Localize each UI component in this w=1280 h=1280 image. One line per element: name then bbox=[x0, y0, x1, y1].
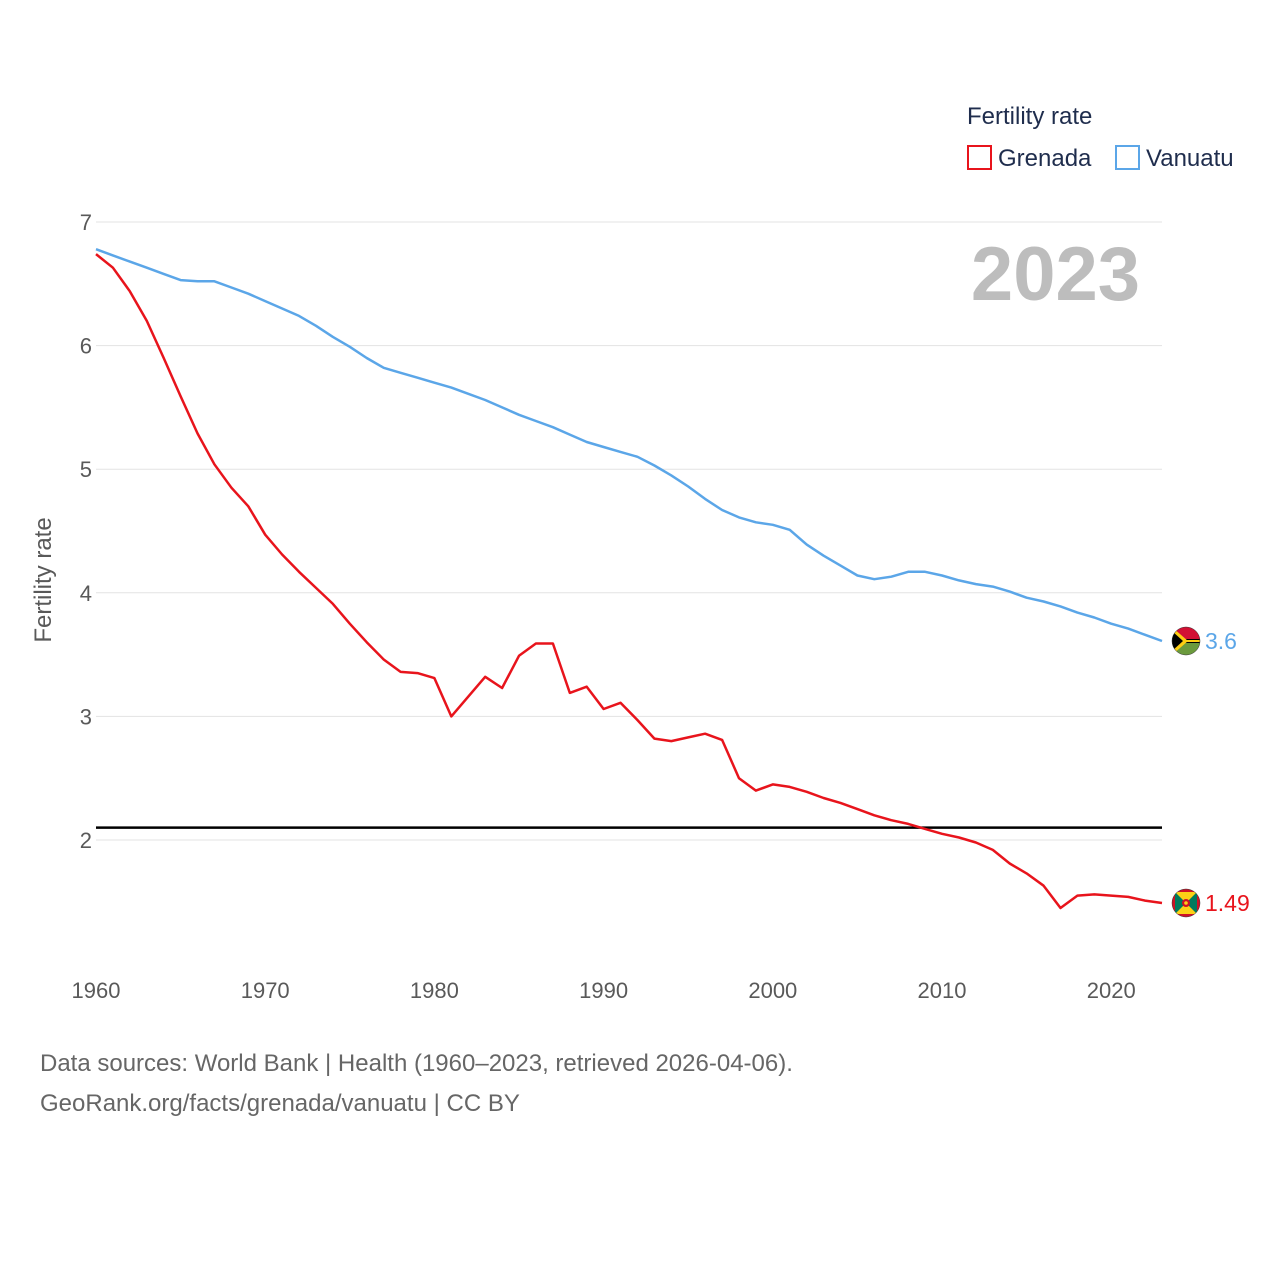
y-axis-label: Fertility rate bbox=[30, 517, 57, 642]
end-label-vanuatu: 3.6 bbox=[1205, 628, 1237, 654]
x-axis-ticks: 1960 1970 1980 1990 2000 2010 2020 bbox=[72, 978, 1136, 1003]
series-line-grenada bbox=[95, 253, 1163, 910]
legend-item-vanuatu[interactable]: Vanuatu bbox=[1115, 145, 1234, 172]
series-lines bbox=[95, 248, 1163, 910]
legend-label-grenada: Grenada bbox=[998, 145, 1092, 172]
legend-swatch-grenada bbox=[967, 145, 992, 170]
y-tick-label-3: 3 bbox=[80, 704, 92, 729]
source-line-2[interactable]: GeoRank.org/facts/grenada/vanuatu | CC B… bbox=[40, 1090, 520, 1117]
legend-swatch-vanuatu bbox=[1115, 145, 1140, 170]
x-tick-label-1980: 1980 bbox=[410, 978, 459, 1003]
y-tick-label-7: 7 bbox=[80, 210, 92, 235]
legend-item-grenada[interactable]: Grenada bbox=[967, 145, 1092, 172]
fertility-chart: 2 3 4 5 6 7 1960 1970 1980 1990 2000 2010 2020 2023… bbox=[30, 103, 1250, 1003]
y-tick-label-5: 5 bbox=[80, 457, 92, 482]
vanuatu-flag-icon bbox=[1171, 626, 1201, 656]
y-tick-label-2: 2 bbox=[80, 828, 92, 853]
end-label-grenada: 1.49 bbox=[1205, 890, 1250, 916]
y-axis-ticks: 2 3 4 5 6 7 bbox=[80, 210, 92, 853]
y-tick-label-6: 6 bbox=[80, 334, 92, 359]
grenada-flag-icon bbox=[1171, 888, 1201, 918]
legend-label-vanuatu: Vanuatu bbox=[1146, 145, 1234, 172]
legend: Fertility rate Grenada Vanuatu bbox=[967, 103, 1234, 172]
x-tick-label-2010: 2010 bbox=[918, 978, 967, 1003]
x-tick-label-1990: 1990 bbox=[579, 978, 628, 1003]
grid-lines bbox=[96, 221, 1162, 841]
x-tick-label-1970: 1970 bbox=[241, 978, 290, 1003]
x-tick-label-2000: 2000 bbox=[748, 978, 797, 1003]
series-line-vanuatu bbox=[95, 248, 1163, 643]
source-line-1: Data sources: World Bank | Health (1960–… bbox=[40, 1050, 793, 1077]
y-tick-label-4: 4 bbox=[80, 581, 92, 606]
legend-title: Fertility rate bbox=[967, 103, 1092, 130]
x-tick-label-1960: 1960 bbox=[72, 978, 121, 1003]
source-note: Data sources: World Bank | Health (1960–… bbox=[40, 1044, 793, 1124]
year-watermark: 2023 bbox=[971, 232, 1140, 317]
x-tick-label-2020: 2020 bbox=[1087, 978, 1136, 1003]
